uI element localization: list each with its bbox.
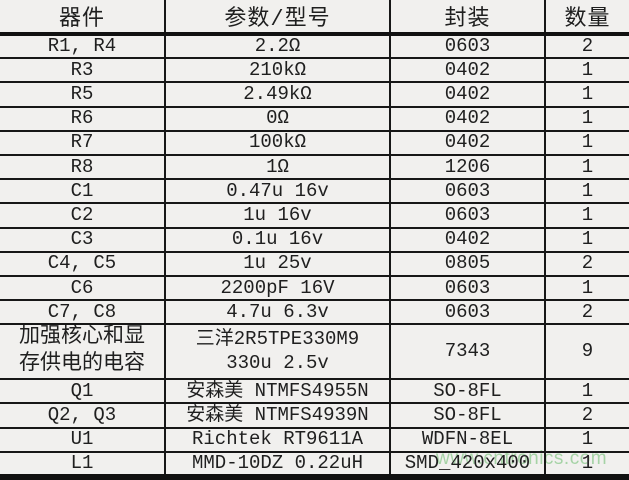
package-cell: 0402 bbox=[389, 129, 546, 156]
header-row: 器件 参数/型号 封装 数量 bbox=[0, 0, 629, 36]
package-cell: 0402 bbox=[389, 105, 546, 132]
table-row: C6 2200pF 16V 0603 1 bbox=[0, 274, 629, 302]
header-qty: 数量 bbox=[544, 0, 629, 36]
param-cell: 100kΩ bbox=[164, 129, 391, 156]
component-cell: Q2, Q3 bbox=[0, 402, 166, 429]
package-cell: 0603 bbox=[389, 274, 546, 302]
component-cell: R1, R4 bbox=[0, 32, 166, 60]
param-cell: 0.47u 16v bbox=[164, 178, 391, 205]
param-cell: 三洋2R5TPE330M9 330u 2.5v bbox=[164, 323, 391, 381]
table-row: Q1 安森美 NTMFS4955N SO-8FL 1 bbox=[0, 378, 629, 405]
qty-cell: 1 bbox=[544, 129, 629, 156]
table-row: R3 210kΩ 0402 1 bbox=[0, 57, 629, 84]
qty-cell: 1 bbox=[544, 378, 629, 405]
param-cell: 1u 25v bbox=[164, 250, 391, 277]
table-row: R5 2.49kΩ 0402 1 bbox=[0, 81, 629, 108]
header-component: 器件 bbox=[0, 0, 166, 36]
table-row: Q2, Q3 安森美 NTMFS4939N SO-8FL 2 bbox=[0, 402, 629, 429]
param-cell: 安森美 NTMFS4955N bbox=[164, 378, 391, 405]
package-cell: 0603 bbox=[389, 299, 546, 326]
package-cell: WDFN-8EL bbox=[389, 426, 546, 453]
qty-cell: 1 bbox=[544, 274, 629, 302]
table-row: C3 0.1u 16v 0402 1 bbox=[0, 226, 629, 253]
qty-cell: 1 bbox=[544, 226, 629, 253]
param-line-2: 330u 2.5v bbox=[226, 351, 329, 374]
qty-cell: 2 bbox=[544, 402, 629, 429]
qty-cell: 1 bbox=[544, 153, 629, 181]
package-cell: SO-8FL bbox=[389, 402, 546, 429]
qty-cell: 1 bbox=[544, 450, 629, 480]
package-cell: SO-8FL bbox=[389, 378, 546, 405]
table-row: R6 0Ω 0402 1 bbox=[0, 105, 629, 132]
param-cell: 210kΩ bbox=[164, 57, 391, 84]
component-cell: R5 bbox=[0, 81, 166, 108]
qty-cell: 1 bbox=[544, 81, 629, 108]
table-row: R1, R4 2.2Ω 0603 2 bbox=[0, 32, 629, 60]
component-cell: R8 bbox=[0, 153, 166, 181]
param-cell: 1u 16v bbox=[164, 202, 391, 229]
component-cell: 加强核心和显 存供电的电容 bbox=[0, 323, 166, 381]
component-cell: R6 bbox=[0, 105, 166, 132]
table-row: L1 MMD-10DZ 0.22uH SMD_420x400 1 bbox=[0, 450, 629, 480]
header-param: 参数/型号 bbox=[164, 0, 391, 36]
qty-cell: 1 bbox=[544, 178, 629, 205]
component-cell: C2 bbox=[0, 202, 166, 229]
package-cell: 0603 bbox=[389, 178, 546, 205]
component-cell: C3 bbox=[0, 226, 166, 253]
component-cell: R3 bbox=[0, 57, 166, 84]
package-cell: 1206 bbox=[389, 153, 546, 181]
package-cell: 0402 bbox=[389, 226, 546, 253]
table-row: C4, C5 1u 25v 0805 2 bbox=[0, 250, 629, 277]
table-row: C2 1u 16v 0603 1 bbox=[0, 202, 629, 229]
package-cell: SMD_420x400 bbox=[389, 450, 546, 480]
package-cell: 0603 bbox=[389, 202, 546, 229]
qty-cell: 2 bbox=[544, 32, 629, 60]
table-row-capacitor-bank: 加强核心和显 存供电的电容 三洋2R5TPE330M9 330u 2.5v 73… bbox=[0, 323, 629, 381]
table-row: C7, C8 4.7u 6.3v 0603 2 bbox=[0, 299, 629, 326]
param-cell: MMD-10DZ 0.22uH bbox=[164, 450, 391, 480]
table-row: R7 100kΩ 0402 1 bbox=[0, 129, 629, 156]
component-cell: C1 bbox=[0, 178, 166, 205]
package-cell: 7343 bbox=[389, 323, 546, 381]
component-line-2: 存供电的电容 bbox=[19, 352, 145, 376]
param-cell: 0.1u 16v bbox=[164, 226, 391, 253]
component-cell: U1 bbox=[0, 426, 166, 453]
param-line-1: 三洋2R5TPE330M9 bbox=[195, 327, 360, 350]
qty-cell: 1 bbox=[544, 426, 629, 453]
package-cell: 0402 bbox=[389, 57, 546, 84]
component-cell: L1 bbox=[0, 450, 166, 480]
param-cell: 2.49kΩ bbox=[164, 81, 391, 108]
param-cell: 1Ω bbox=[164, 153, 391, 181]
package-cell: 0603 bbox=[389, 32, 546, 60]
package-cell: 0805 bbox=[389, 250, 546, 277]
component-cell: R7 bbox=[0, 129, 166, 156]
component-line-1: 加强核心和显 bbox=[19, 326, 145, 350]
param-cell: 0Ω bbox=[164, 105, 391, 132]
header-package: 封装 bbox=[389, 0, 546, 36]
param-cell: 安森美 NTMFS4939N bbox=[164, 402, 391, 429]
param-cell: 4.7u 6.3v bbox=[164, 299, 391, 326]
param-cell: 2200pF 16V bbox=[164, 274, 391, 302]
component-cell: C7, C8 bbox=[0, 299, 166, 326]
table-row: U1 Richtek RT9611A WDFN-8EL 1 bbox=[0, 426, 629, 453]
param-cell: 2.2Ω bbox=[164, 32, 391, 60]
package-cell: 0402 bbox=[389, 81, 546, 108]
table-row: C1 0.47u 16v 0603 1 bbox=[0, 178, 629, 205]
component-cell: C4, C5 bbox=[0, 250, 166, 277]
qty-cell: 1 bbox=[544, 57, 629, 84]
qty-cell: 2 bbox=[544, 299, 629, 326]
qty-cell: 9 bbox=[544, 323, 629, 381]
component-cell: C6 bbox=[0, 274, 166, 302]
table-row: R8 1Ω 1206 1 bbox=[0, 153, 629, 181]
qty-cell: 1 bbox=[544, 202, 629, 229]
qty-cell: 2 bbox=[544, 250, 629, 277]
component-cell: Q1 bbox=[0, 378, 166, 405]
param-cell: Richtek RT9611A bbox=[164, 426, 391, 453]
qty-cell: 1 bbox=[544, 105, 629, 132]
